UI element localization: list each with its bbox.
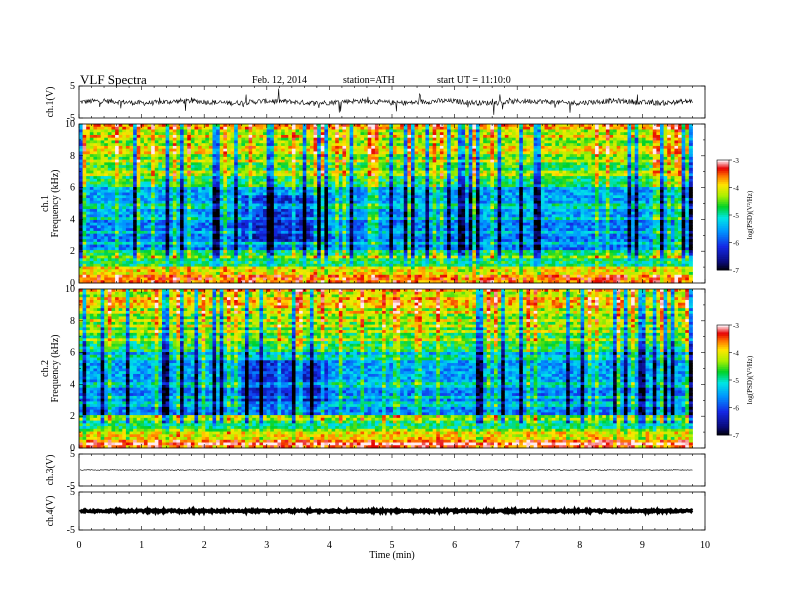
- spectrogram-ylabel-0: Frequency (kHz): [50, 169, 61, 237]
- x-tick-label: 7: [515, 540, 520, 551]
- spectrogram-cells-1: [79, 289, 693, 448]
- colorbar-tick-label: -6: [733, 240, 739, 248]
- colorbar-tick-label: -4: [733, 185, 739, 193]
- spectrogram-tick-label: 4: [70, 214, 75, 225]
- x-tick-label: 3: [264, 540, 269, 551]
- x-tick-label: 2: [202, 540, 207, 551]
- colorbar-tick-label: -3: [733, 322, 739, 330]
- vlf-figure: 5-5ch.1(V)0246810-3-4-5-6-7ch.1 Frequency…: [0, 0, 792, 612]
- waveform-tick-label: -5: [67, 525, 75, 536]
- spectrogram-tick-label: 6: [70, 183, 75, 194]
- waveform-ylabel-1: ch.3(V): [45, 455, 56, 486]
- colorbar-tick-label: -5: [733, 377, 739, 385]
- colorbar-tick-label: -7: [733, 432, 739, 440]
- spectrogram-tick-label: 10: [65, 284, 75, 295]
- colorbar-tick-label: -5: [733, 212, 739, 220]
- spectrogram-cells-0: [79, 124, 693, 283]
- waveform-trace-0: [80, 89, 693, 115]
- waveform-trace-2: [80, 510, 693, 512]
- colorbar-label-1: log(PSD)(V²/Hz): [746, 355, 754, 404]
- colorbar-tick-label: -6: [733, 405, 739, 413]
- waveform-ylabel-0: ch.1(V): [45, 87, 56, 118]
- waveform-trace-1: [80, 470, 693, 471]
- x-tick-label: 4: [327, 540, 332, 551]
- colorbar-tick-label: -3: [733, 157, 739, 165]
- spectrogram-tick-label: 2: [70, 411, 75, 422]
- x-tick-label: 10: [700, 540, 710, 551]
- colorbar-tick-label: -7: [733, 267, 739, 275]
- x-axis-label: Time (min): [369, 550, 414, 561]
- x-tick-label: 8: [577, 540, 582, 551]
- waveform-tick-label: 5: [70, 81, 75, 92]
- colorbar-label-0: log(PSD)(V²/Hz): [746, 190, 754, 239]
- colorbar-tick-label: -4: [733, 350, 739, 358]
- spectrogram-tick-label: 2: [70, 246, 75, 257]
- x-tick-label: 6: [452, 540, 457, 551]
- spectrogram-tick-label: 10: [65, 119, 75, 130]
- spectrogram-ylabel-1: Frequency (kHz): [50, 334, 61, 402]
- waveform-ylabel-2: ch.4(V): [45, 496, 56, 527]
- waveform-0: 5-5: [67, 81, 705, 124]
- waveform-1: 5-5: [67, 449, 705, 492]
- waveform-2: 5 -5: [67, 487, 705, 536]
- spectrogram-tick-label: 8: [70, 151, 75, 162]
- spectrogram-tick-label: 6: [70, 348, 75, 359]
- spectrogram-tick-label: 8: [70, 316, 75, 327]
- colorbar-0: -3 -4 -5 -6 -7: [717, 157, 739, 275]
- colorbar-1: -3 -4 -5 -6 -7: [717, 322, 739, 440]
- spectrogram-tick-label: 4: [70, 379, 75, 390]
- waveform-tick-label: 5: [70, 449, 75, 460]
- x-tick-label: 0: [77, 540, 82, 551]
- x-tick-label: 9: [640, 540, 645, 551]
- x-tick-label: 1: [139, 540, 144, 551]
- waveform-tick-label: 5: [70, 487, 75, 498]
